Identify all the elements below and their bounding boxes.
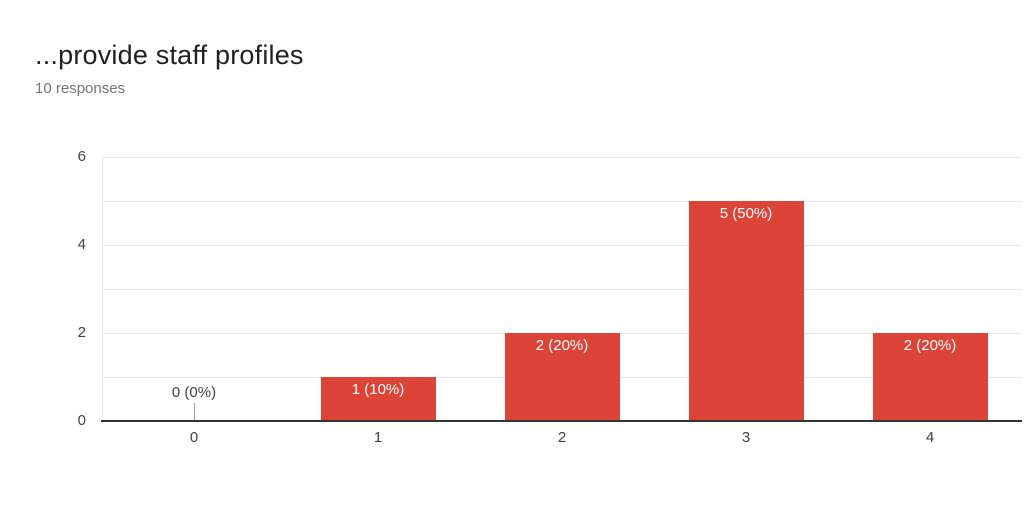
y-tick-label: 0 [77,412,86,429]
x-axis-line [101,420,1022,422]
y-tick-label: 2 [77,324,86,341]
bar [320,377,436,420]
x-tick-label: 0 [189,429,199,446]
bar-value-label: 1 (10%) [351,381,405,398]
x-tick-label: 2 [557,429,567,446]
gridline [102,201,1022,202]
x-tick-label: 1 [373,429,383,446]
bar [688,201,804,420]
bar [504,333,620,420]
response-count: 10 responses [35,80,126,97]
zero-value-label: 0 (0%) [171,384,217,401]
bar-value-label: 2 (20%) [903,337,957,354]
y-tick-label: 6 [77,148,86,165]
x-tick-label: 4 [925,429,935,446]
gridline [102,289,1022,290]
zero-label-leader-line [194,403,195,420]
chart-title: ...provide staff profiles [35,40,304,70]
bar-value-label: 5 (50%) [719,205,773,222]
gridline [102,245,1022,246]
bar [872,333,988,420]
gridline [102,157,1022,158]
plot-area [102,157,1022,420]
bar-value-label: 2 (20%) [535,337,589,354]
y-tick-label: 4 [77,236,86,253]
x-tick-label: 3 [741,429,751,446]
